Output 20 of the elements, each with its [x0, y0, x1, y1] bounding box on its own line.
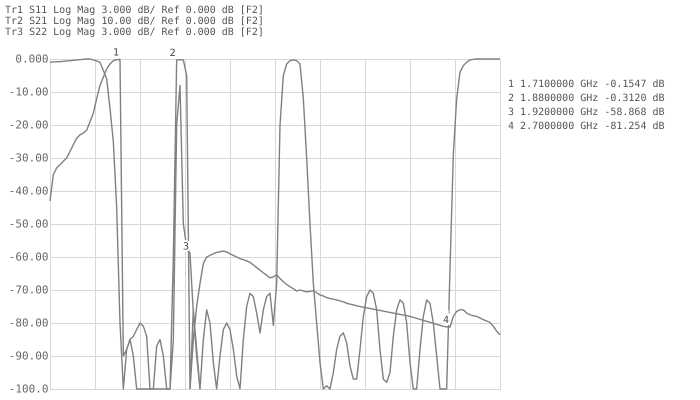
text: 3 1.9200000 GHz -58.868 dB	[508, 107, 665, 118]
y-tick-label: -70.00	[8, 284, 48, 296]
y-tick-label: -100.0	[8, 382, 48, 396]
y-tick-label: -10.00	[8, 86, 48, 98]
y-tick-label: -90.00	[8, 350, 48, 362]
text: 1 1.7100000 GHz -0.1547 dB	[508, 79, 665, 90]
text: Tr3 S22 Log Mag 3.000 dB/ Ref 0.000 dB [F2]	[5, 27, 264, 38]
annotation: 2	[170, 48, 176, 60]
annotation: 1	[112, 48, 120, 59]
y-tick-label: -80.00	[8, 316, 48, 330]
y-tick-label: 0.000	[15, 52, 48, 66]
y-tick-label: -30.00	[8, 152, 48, 164]
y-tick-label: -20.00	[8, 118, 48, 132]
text: 2 1.8800000 GHz -0.3120 dB	[508, 93, 665, 104]
y-tick-label: -40.00	[8, 184, 48, 198]
text: Tr2 S21 Log Mag 10.00 dB/ Ref 0.000 dB [F2]	[5, 16, 264, 27]
y-tick-label: -50.00	[8, 218, 48, 230]
y-tick-label: -60.00	[8, 250, 48, 264]
text: Tr1 S11 Log Mag 3.000 dB/ Ref 0.000 dB [F2]	[5, 5, 264, 16]
text: 4 2.7000000 GHz -81.254 dB	[508, 121, 665, 132]
